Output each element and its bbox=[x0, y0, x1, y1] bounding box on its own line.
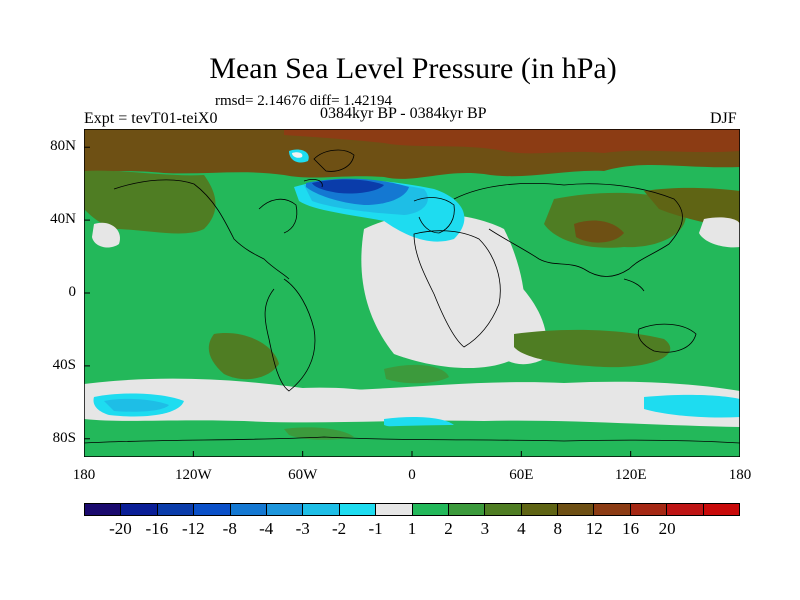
colorbar-label: 8 bbox=[553, 519, 563, 538]
field-grey-pacific-e bbox=[699, 217, 740, 248]
colorbar-label: -3 bbox=[295, 519, 310, 538]
colorbar-label: -4 bbox=[259, 519, 274, 538]
colorbar-swatch bbox=[376, 504, 413, 515]
colorbar-label: -2 bbox=[332, 519, 347, 538]
lon-tick-label: 60W bbox=[288, 467, 318, 483]
field-antarctic-brown bbox=[284, 427, 354, 440]
lon-tick-label: 180 bbox=[72, 467, 96, 483]
lat-tick-label: 80N bbox=[50, 138, 76, 155]
field-antarctic-green bbox=[84, 423, 740, 457]
map-title: Mean Sea Level Pressure (in hPa) bbox=[209, 52, 617, 85]
field-grey-pacific-w bbox=[92, 222, 120, 248]
coastlines bbox=[84, 149, 740, 444]
lon-tick-label: 120E bbox=[614, 467, 647, 483]
lon-tick-label: 0 bbox=[408, 467, 416, 483]
colorbar-label: -12 bbox=[181, 519, 205, 538]
colorbar-label: -20 bbox=[109, 519, 132, 538]
colorbar-swatch bbox=[412, 504, 449, 515]
lat-tick-label: 40N bbox=[50, 211, 76, 228]
colorbar-swatch bbox=[485, 504, 522, 515]
colorbar-label: 4 bbox=[517, 519, 526, 538]
colorbar-swatch bbox=[266, 504, 304, 515]
season-label: DJF bbox=[710, 110, 737, 127]
colorbar-label: -16 bbox=[145, 519, 169, 538]
colorbar-swatch bbox=[521, 504, 559, 515]
field-natl-darkblue bbox=[312, 179, 384, 194]
field-so-cyan-2 bbox=[104, 398, 169, 412]
colorbar-swatch bbox=[594, 504, 631, 515]
colorbar-swatch bbox=[303, 504, 340, 515]
colorbar-label: 20 bbox=[658, 519, 676, 538]
colorbar-label: 1 bbox=[407, 519, 417, 538]
lon-tick-label: 120W bbox=[174, 467, 212, 483]
map-ticks bbox=[84, 146, 740, 457]
colorbar-label: 16 bbox=[622, 519, 640, 538]
colorbar-label: 3 bbox=[480, 519, 490, 538]
lat-tick-label: 40S bbox=[52, 356, 76, 373]
field-grey-southern-2 bbox=[264, 387, 404, 401]
field-south-brown-3 bbox=[384, 364, 449, 384]
colorbar-swatch bbox=[630, 504, 668, 515]
colorbar-swatch bbox=[121, 504, 158, 515]
field-asia-brown-2 bbox=[574, 220, 624, 243]
colorbar-swatch bbox=[558, 504, 595, 515]
rmsd-diff-stats: rmsd= 2.14676 diff= 1.42194 bbox=[215, 93, 393, 109]
field-grey-southern bbox=[84, 378, 740, 427]
pressure-map bbox=[84, 129, 740, 457]
lon-tick-label: 60E bbox=[509, 467, 534, 483]
period-label: 0384kyr BP - 0384kyr BP bbox=[320, 105, 487, 122]
colorbar-swatch bbox=[339, 504, 377, 515]
colorbar-label: 12 bbox=[585, 519, 603, 538]
field-arctic-red bbox=[284, 129, 740, 154]
field-greenland-white bbox=[292, 152, 303, 158]
colorbar-swatch bbox=[194, 504, 231, 515]
lat-tick-label: 0 bbox=[68, 284, 77, 300]
colorbar-label: -8 bbox=[222, 519, 237, 538]
field-south-brown-2 bbox=[208, 333, 279, 380]
field-south-brown bbox=[514, 329, 671, 368]
colorbar-swatch bbox=[703, 504, 740, 515]
colorbar-swatch bbox=[157, 504, 195, 515]
colorbar-swatch bbox=[85, 504, 122, 515]
experiment-label: Expt = tevT01-teiX0 bbox=[84, 110, 218, 127]
colorbar-swatch bbox=[448, 504, 486, 515]
field-pacific-brown bbox=[84, 170, 216, 234]
colorbar-label: -1 bbox=[368, 519, 383, 538]
colorbar-swatch bbox=[667, 504, 704, 515]
lon-tick-label: 180 bbox=[728, 467, 752, 483]
lat-tick-label: 80S bbox=[52, 429, 76, 446]
colorbar-label: 2 bbox=[444, 519, 453, 538]
field-so-cyan-3 bbox=[644, 394, 740, 418]
colorbar-swatch bbox=[230, 504, 267, 515]
colorbar bbox=[84, 503, 740, 516]
